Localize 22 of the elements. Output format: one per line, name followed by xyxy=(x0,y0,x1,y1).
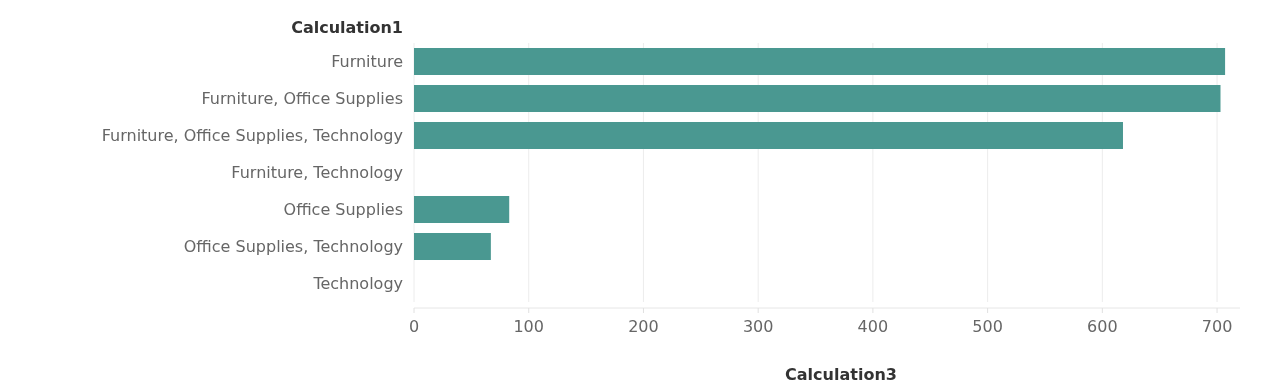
y-tick-label: Furniture, Office Supplies, Technology xyxy=(101,126,403,146)
x-tick-label: 600 xyxy=(1087,317,1118,336)
bar xyxy=(414,48,1226,76)
bar xyxy=(414,85,1221,113)
y-tick-label: Furniture xyxy=(331,52,403,72)
x-tick-label: 300 xyxy=(742,317,774,336)
x-tick-label: 400 xyxy=(857,317,889,336)
y-tick-label: Office Supplies, Technology xyxy=(183,237,403,257)
bar xyxy=(414,122,1123,150)
y-tick-label: Technology xyxy=(312,274,403,294)
x-axis-title: Calculation3 xyxy=(785,365,897,384)
y-axis-title: Calculation1 xyxy=(291,18,403,37)
x-tick-label: 500 xyxy=(972,317,1003,336)
x-tick-label: 700 xyxy=(1201,317,1233,336)
x-tick-label: 200 xyxy=(628,317,659,336)
y-tick-label: Furniture, Office Supplies xyxy=(201,89,403,109)
x-tick-label: 100 xyxy=(513,317,544,336)
y-tick-label: Furniture, Technology xyxy=(231,163,403,183)
x-tick-label: 0 xyxy=(408,317,420,336)
bar xyxy=(414,233,491,261)
bar xyxy=(414,196,510,224)
y-tick-label: Office Supplies xyxy=(283,200,403,220)
